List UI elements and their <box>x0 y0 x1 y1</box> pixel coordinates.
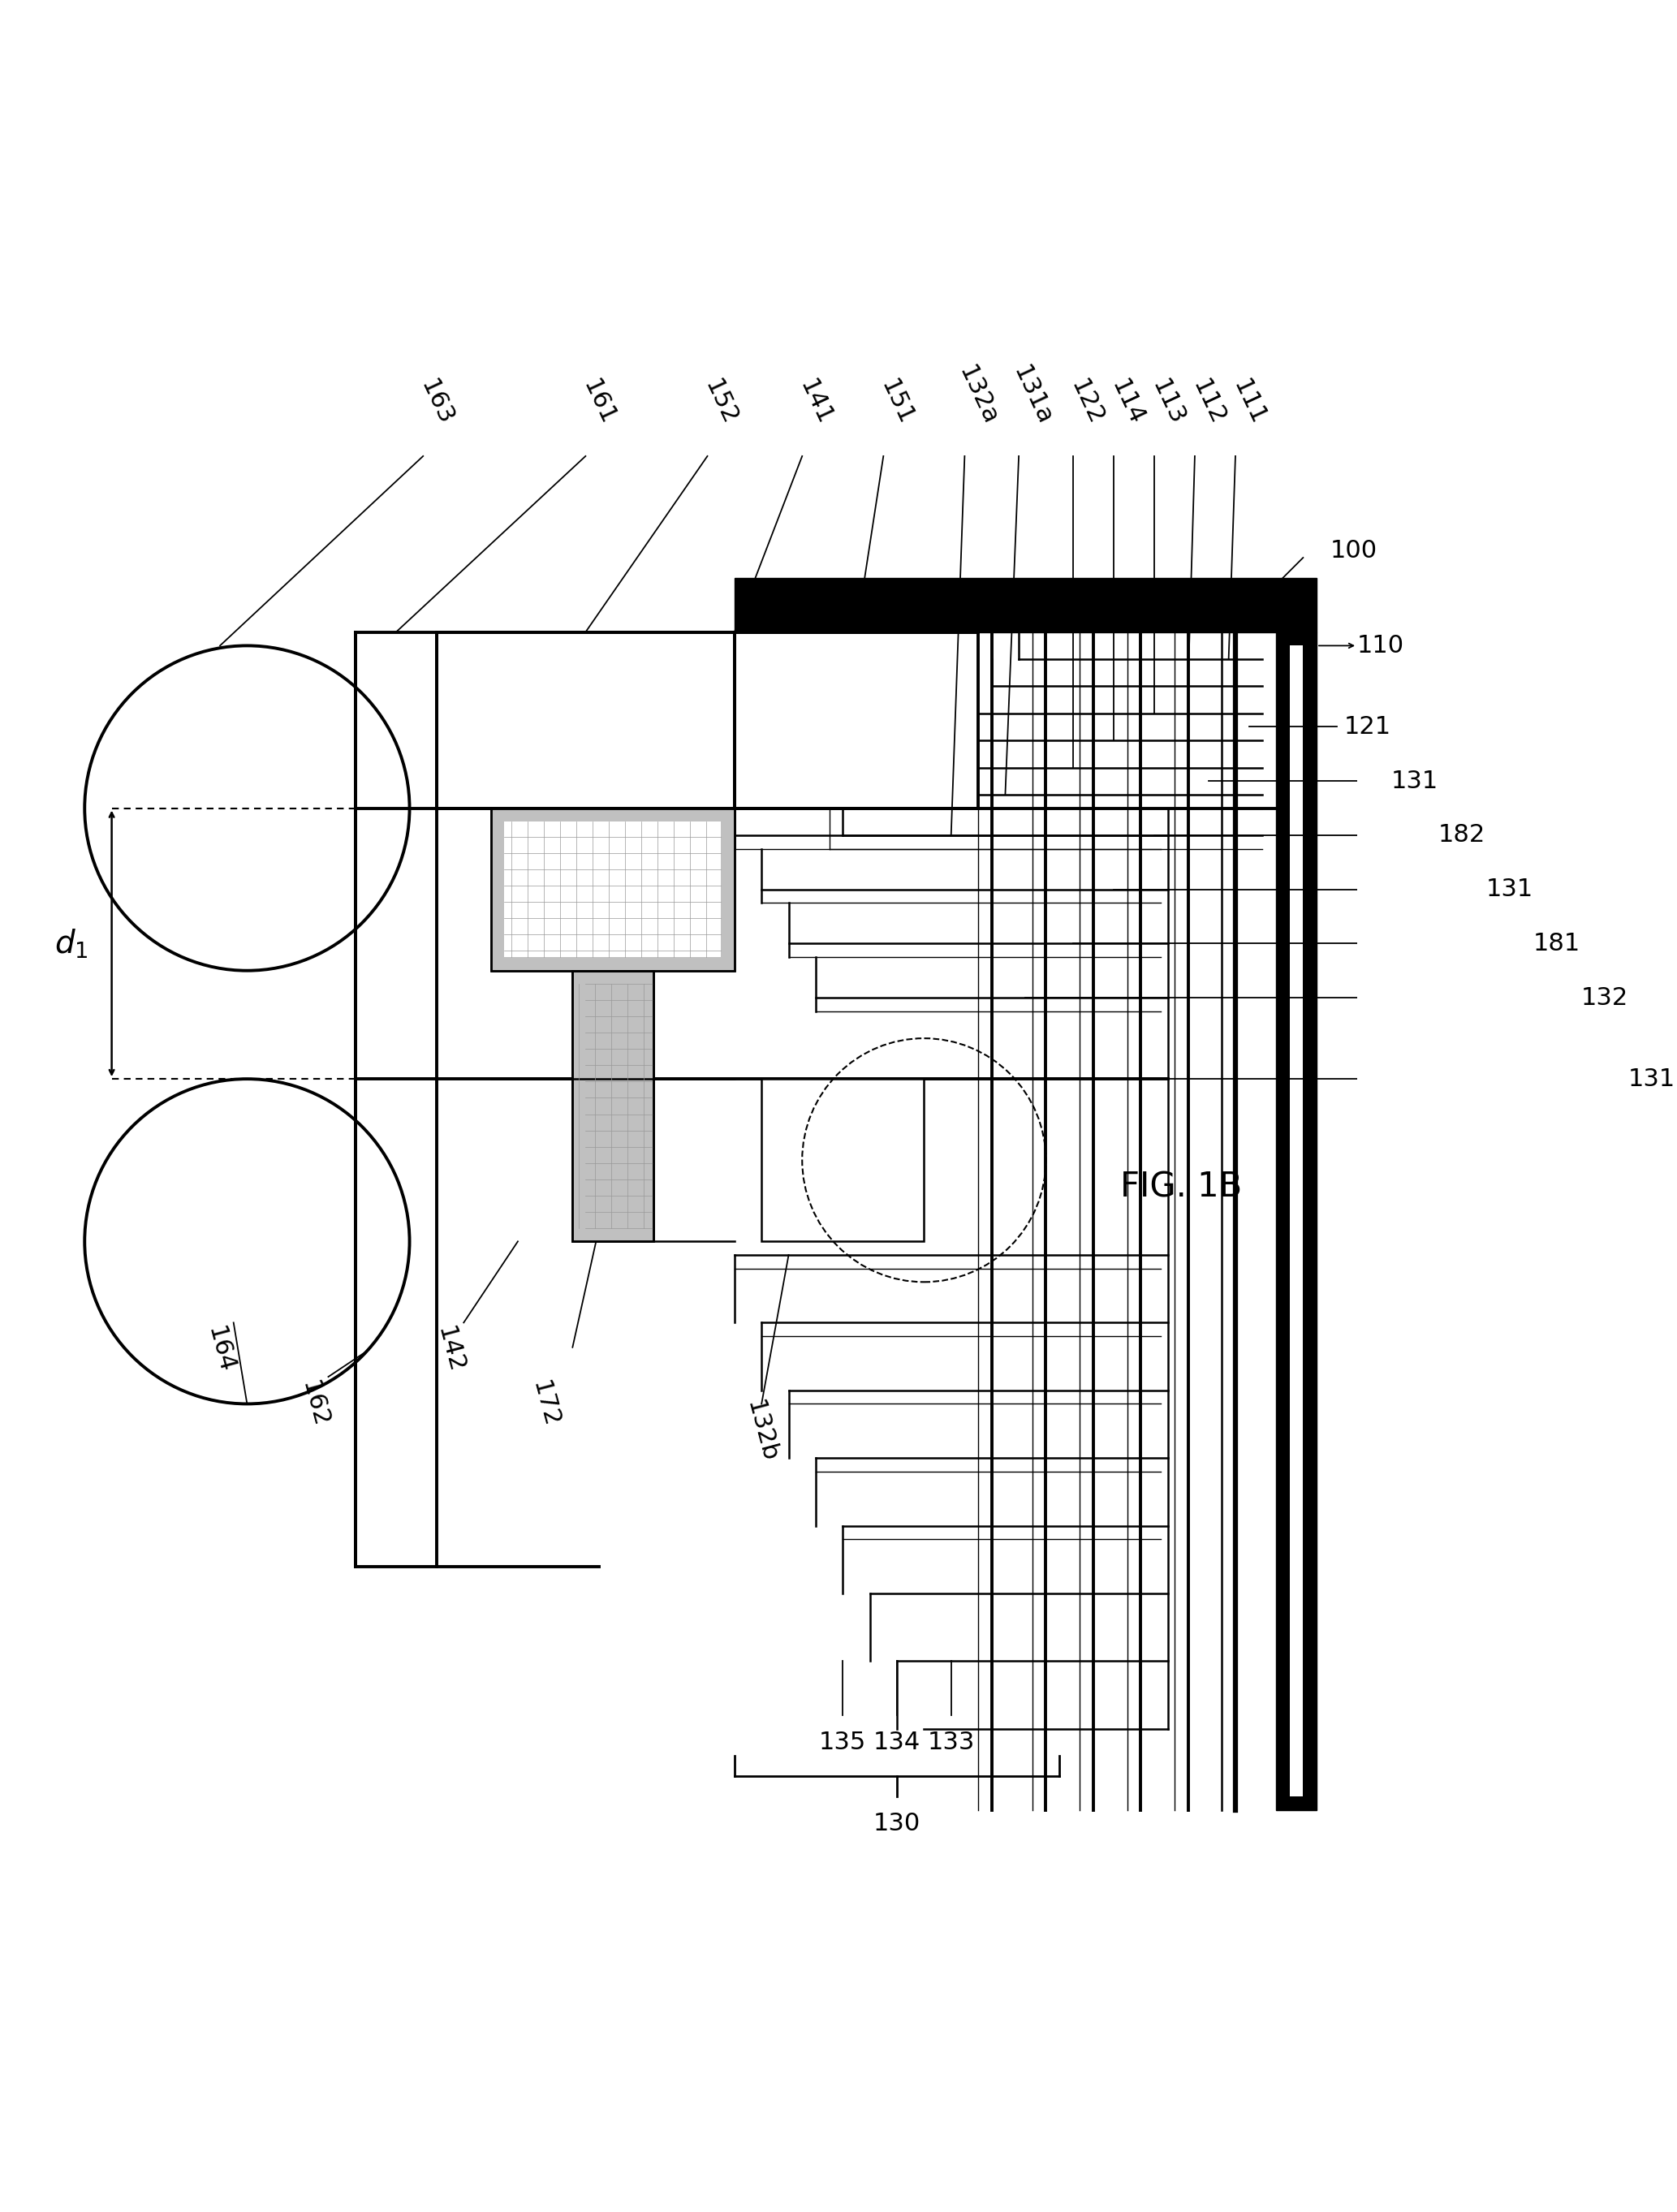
Text: 121: 121 <box>1343 714 1390 739</box>
Bar <box>505 821 721 958</box>
Bar <box>572 971 654 1241</box>
Text: 162: 162 <box>297 1378 332 1429</box>
Text: 113: 113 <box>1147 376 1189 429</box>
Text: 132a: 132a <box>954 363 1003 429</box>
Text: 151: 151 <box>877 376 917 429</box>
Text: 181: 181 <box>1533 931 1580 956</box>
Bar <box>491 807 735 971</box>
Text: 132b: 132b <box>741 1398 781 1464</box>
Text: 111: 111 <box>1228 376 1269 429</box>
Text: 110: 110 <box>1357 635 1404 657</box>
Text: 164: 164 <box>203 1323 238 1376</box>
Bar <box>1290 646 1303 1796</box>
Text: 152: 152 <box>701 376 741 429</box>
Text: 172: 172 <box>528 1378 562 1429</box>
Bar <box>436 633 735 807</box>
Text: 135: 135 <box>818 1730 867 1754</box>
Bar <box>491 807 735 971</box>
Text: 112: 112 <box>1187 376 1229 429</box>
Bar <box>1276 633 1316 1809</box>
Bar <box>735 577 1316 633</box>
Text: 114: 114 <box>1107 376 1147 429</box>
Text: 130: 130 <box>874 1812 921 1836</box>
Text: 131: 131 <box>1392 770 1439 792</box>
Text: $d_1$: $d_1$ <box>54 927 87 960</box>
Circle shape <box>84 646 409 971</box>
Text: 161: 161 <box>579 376 620 429</box>
Bar <box>735 633 978 807</box>
Text: 182: 182 <box>1439 823 1486 847</box>
Text: 131b: 131b <box>1628 1066 1677 1091</box>
Bar <box>761 1079 924 1241</box>
Text: 142: 142 <box>433 1323 468 1376</box>
Text: 171: 171 <box>574 891 624 942</box>
Text: FIG. 1B: FIG. 1B <box>1120 1170 1243 1203</box>
Text: 122: 122 <box>1067 376 1107 429</box>
Bar <box>572 971 654 1241</box>
Text: 163: 163 <box>416 376 458 429</box>
Text: 134: 134 <box>874 1730 921 1754</box>
Bar <box>572 971 654 1241</box>
Text: 132: 132 <box>1581 987 1628 1009</box>
Text: 131: 131 <box>1486 878 1533 900</box>
Text: 100: 100 <box>1330 540 1377 562</box>
Circle shape <box>84 1079 409 1405</box>
Text: 133: 133 <box>927 1730 974 1754</box>
Text: 141: 141 <box>795 376 837 429</box>
Text: 131a: 131a <box>1008 363 1057 429</box>
